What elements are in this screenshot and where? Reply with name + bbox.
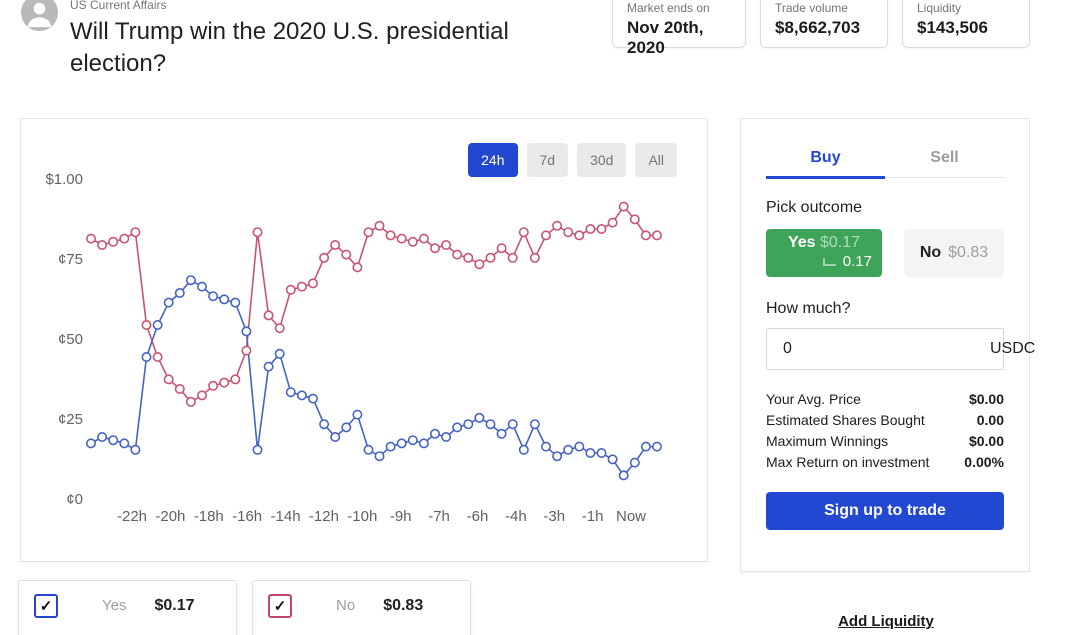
stat-value: $8,662,703	[775, 18, 861, 37]
x-axis-label: -16h	[232, 508, 263, 525]
summary-row: Your Avg. Price $0.00	[766, 389, 1004, 410]
outcome-yes-name: Yes	[787, 234, 816, 251]
x-axis-label: -6h	[466, 508, 489, 525]
summary-row: Max Return on investment 0.00%	[766, 452, 1004, 473]
price-chart	[86, 201, 662, 481]
stat-liquidity: Liquidity $143,506	[902, 0, 1030, 48]
buy-sell-tabs: Buy Sell	[766, 141, 1004, 179]
position-name: No	[336, 597, 356, 614]
range-button-7d[interactable]: 7d	[526, 143, 569, 177]
position-card-yes: ✓ Yes $0.17	[18, 580, 237, 635]
stat-value: $143,506	[917, 18, 988, 37]
x-axis-label: -1h	[581, 508, 604, 525]
time-range-group: 24h 7d 30d All	[468, 143, 677, 177]
amount-input[interactable]	[783, 340, 990, 358]
stat-label: Trade volume	[775, 1, 848, 15]
y-axis-label: ¢50	[57, 331, 83, 348]
tab-buy[interactable]: Buy	[810, 149, 841, 166]
outcome-no-button[interactable]: No $0.83	[904, 229, 1004, 277]
range-button-24h[interactable]: 24h	[468, 143, 518, 177]
summary-label: Max Return on investment	[766, 454, 930, 470]
outcome-yes-line: Yes $0.17	[774, 234, 874, 252]
no-checkbox[interactable]: ✓	[268, 594, 292, 618]
amount-input-box: USDC	[766, 328, 1035, 370]
y-axis-label: $1.00	[45, 171, 83, 188]
y-axis-label: ¢75	[57, 251, 83, 268]
summary-label: Maximum Winnings	[766, 433, 889, 449]
summary-label: Your Avg. Price	[766, 391, 861, 407]
x-axis-label: -3h	[543, 508, 566, 525]
x-axis-label: -20h	[155, 508, 186, 525]
trade-panel: Buy Sell Pick outcome Yes $0.17 0.17 No …	[740, 118, 1035, 572]
x-axis-label: Now	[615, 508, 647, 525]
summary-value: $0.00	[968, 433, 1004, 449]
summary-row: Maximum Winnings $0.00	[766, 431, 1004, 452]
outcome-no-price: $0.83	[948, 244, 989, 261]
summary-value: 0.00	[976, 412, 1004, 428]
page-title: Will Trump win the 2020 U.S. presidentia…	[70, 18, 509, 77]
person-icon	[27, 2, 52, 28]
pick-outcome-label: Pick outcome	[766, 199, 863, 216]
outcome-no-name: No	[919, 244, 942, 261]
summary-value: $0.00	[968, 391, 1004, 407]
outcome-yes-shares-value: 0.17	[842, 253, 872, 270]
x-axis-label: -7h	[428, 508, 450, 525]
x-axis-label: -9h	[389, 508, 412, 525]
trade-summary: Your Avg. Price $0.00 Estimated Shares B…	[766, 389, 1004, 473]
yes-checkbox[interactable]: ✓	[34, 594, 58, 618]
y-axis-label: ¢25	[57, 411, 83, 428]
add-liquidity-link[interactable]: Add Liquidity	[838, 613, 934, 630]
stat-trade-volume: Trade volume $8,662,703	[760, 0, 888, 48]
summary-row: Estimated Shares Bought 0.00	[766, 410, 1004, 431]
y-axis-label: ¢0	[66, 491, 83, 508]
how-much-label: How much?	[766, 300, 851, 317]
position-price: $0.17	[154, 597, 195, 614]
position-name: Yes	[102, 597, 127, 614]
currency-label: USDC	[990, 340, 1036, 357]
tab-sell[interactable]: Sell	[930, 149, 959, 166]
x-axis-label: -10h	[347, 508, 378, 525]
summary-value: 0.00%	[964, 454, 1004, 470]
outcome-yes-shares: 0.17	[774, 253, 874, 270]
position-card-no: ✓ No $0.83	[252, 580, 471, 635]
outcome-yes-button[interactable]: Yes $0.17 0.17	[766, 229, 882, 277]
summary-label: Estimated Shares Bought	[766, 412, 925, 428]
x-axis-label: -12h	[308, 508, 339, 525]
stat-label: Market ends on	[627, 1, 710, 15]
category-label: US Current Affairs	[70, 0, 167, 12]
stat-label: Liquidity	[917, 1, 962, 15]
position-price: $0.83	[383, 597, 424, 614]
x-axis-label: -4h	[505, 508, 527, 525]
price-chart-panel: 24h 7d 30d All $1.00 ¢75 ¢50 ¢25 ¢0 -22h -20h…	[20, 118, 708, 562]
stat-market-ends: Market ends on Nov 20th, 2020	[612, 0, 746, 57]
range-button-30d[interactable]: 30d	[577, 143, 627, 177]
sign-up-to-trade-button[interactable]: Sign up to trade	[766, 492, 1004, 530]
outcome-buttons: Yes $0.17 0.17 No $0.83	[766, 229, 1004, 277]
range-button-all[interactable]: All	[635, 143, 677, 177]
corner-arrow-icon	[822, 258, 836, 266]
avatar	[21, 0, 58, 31]
stat-value: Nov 20th, 2020	[627, 18, 704, 57]
x-axis-label: -18h	[193, 508, 224, 525]
outcome-yes-price: $0.17	[820, 234, 861, 251]
active-tab-indicator	[766, 176, 885, 179]
x-axis-label: -14h	[270, 508, 301, 525]
x-axis-label: -22h	[116, 508, 148, 525]
